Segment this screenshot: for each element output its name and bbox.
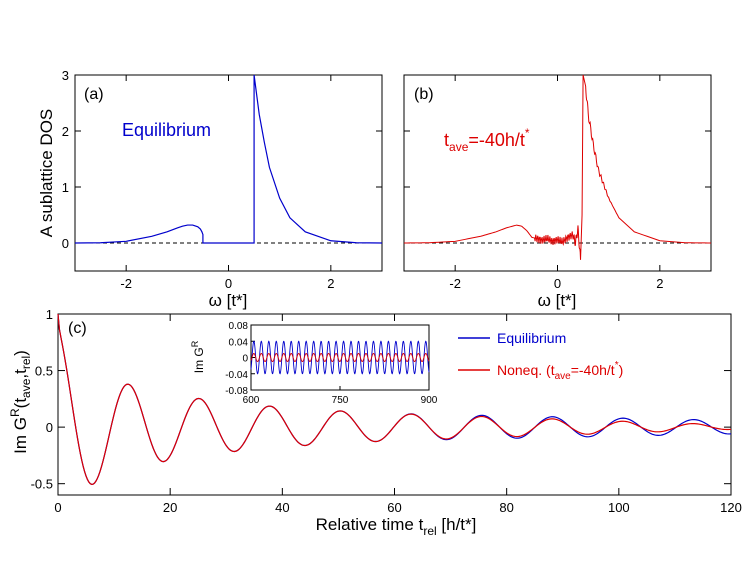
panel-c-ticks: 0 20 40 60 80 100 120-0.500.51	[31, 307, 742, 515]
panel-c-ylabel-sup: R	[8, 408, 22, 417]
legend-noneq-label: Noneq. (tave=-40h/t*)	[497, 360, 623, 382]
panel-b-xtick-label: 2	[656, 276, 663, 291]
panel-c-ylabel-main: Im G	[11, 417, 30, 454]
panel-b-ticks: -2 0 2	[404, 74, 711, 291]
legend-noneq-rest: =-40h/t	[571, 362, 615, 378]
panel-b-annotation-sub: ave	[449, 140, 469, 154]
panel-c-ytick-label: 0.5	[35, 364, 53, 379]
panel-a-ticks: -2 0 2 0 1 2 3	[62, 68, 382, 291]
inset-xtick-label: 900	[421, 395, 438, 406]
panel-b-xtick-label: -2	[449, 276, 461, 291]
panel-a: -2 0 2 0 1 2 3 (a) Equilibrium A sublattice DO…	[37, 68, 383, 310]
panel-c-xlabel-end: [h/t*]	[437, 515, 477, 534]
inset-equilibrium-curve	[250, 340, 430, 375]
panel-c-ylabel-sub2: rel	[19, 356, 33, 369]
panel-c-xtick-label: 60	[387, 500, 401, 515]
legend-equilibrium-label: Equilibrium	[497, 330, 566, 346]
inset-ytick-label: -0.04	[225, 370, 248, 381]
legend-noneq-end: )	[619, 362, 624, 378]
inset-frame	[250, 324, 430, 391]
panel-b-annotation-rest: =-40h/t	[468, 130, 525, 150]
inset-xtick-label: 600	[243, 395, 260, 406]
panel-c: 0 20 40 60 80 100 120-0.500.51 (c) Im GR(tave,…	[8, 307, 742, 538]
panel-c-ylabel-mid: ,t	[11, 369, 30, 379]
panel-c-ytick-label: 1	[46, 307, 53, 322]
panel-b: -2 0 2 (b) tave=-40h/t* ω [t*]	[403, 74, 712, 310]
panel-c-xlabel: Relative time trel [h/t*]	[316, 515, 477, 538]
inset-ylabel-sup: R	[190, 340, 200, 347]
panel-c-legend: Equilibrium Noneq. (tave=-40h/t*)	[458, 330, 623, 382]
panel-a-ytick-label: 3	[62, 68, 69, 83]
panel-a-ytick-label: 1	[62, 180, 69, 195]
panel-c-ylabel: Im GR(tave,trel)	[8, 350, 33, 454]
panel-a-xtick-label: 2	[327, 276, 334, 291]
panel-c-xtick-label: 20	[163, 500, 177, 515]
panel-b-annotation-main: t	[444, 130, 449, 150]
panel-c-xlabel-sub: rel	[423, 524, 436, 538]
legend-noneq-sup: *	[615, 360, 619, 371]
panel-c-ylabel-end: )	[11, 350, 30, 356]
panel-c-xtick-label: 80	[499, 500, 513, 515]
panel-a-xtick-label: -2	[120, 276, 132, 291]
panel-c-ylabel-sub1: ave	[19, 378, 33, 398]
panel-a-dos-curve	[74, 74, 383, 244]
panel-c-ytick-label: -0.5	[31, 477, 53, 492]
panel-a-ylabel: A sublattice DOS	[37, 109, 56, 238]
panel-c-xlabel-main: Relative time t	[316, 515, 424, 534]
panel-c-xtick-label: 0	[54, 500, 61, 515]
panel-c-label: (c)	[68, 320, 87, 337]
inset-ylabel-main: Im G	[192, 347, 206, 373]
panel-c-inset: 600 750 900 0.08 0.04 0 -0.04 -0.08 Im GR	[190, 321, 438, 406]
panel-c-ytick-label: 0	[46, 420, 53, 435]
inset-ytick-label: 0.08	[229, 321, 249, 332]
panel-a-xtick-label: 0	[225, 276, 232, 291]
inset-ylabel: Im GR	[190, 340, 206, 373]
inset-xtick-label: 750	[332, 395, 349, 406]
panel-c-noneq-curve	[57, 313, 732, 485]
panel-b-xlabel: ω [t*]	[538, 291, 577, 310]
inset-noneq-curve	[250, 352, 430, 363]
panel-c-xtick-label: 100	[608, 500, 630, 515]
legend-noneq-main: Noneq. (t	[497, 362, 555, 378]
panel-b-annotation: tave=-40h/t*	[444, 126, 530, 154]
inset-ticks: 600 750 900 0.08 0.04 0 -0.04 -0.08	[225, 321, 438, 406]
panel-a-ytick-label: 0	[62, 236, 69, 251]
panel-a-ytick-label: 2	[62, 124, 69, 139]
panel-c-xtick-label: 40	[275, 500, 289, 515]
legend-noneq-sub: ave	[555, 371, 572, 382]
panel-c-ylabel-args: (t	[11, 398, 30, 409]
panel-a-xlabel: ω [t*]	[209, 291, 248, 310]
panel-b-dos-curve	[403, 74, 712, 260]
panel-b-xtick-label: 0	[554, 276, 561, 291]
panel-c-xtick-label: 120	[720, 500, 742, 515]
panel-b-label: (b)	[414, 86, 434, 103]
inset-ytick-label: 0	[242, 354, 248, 365]
panel-b-annotation-sup: *	[525, 126, 530, 140]
inset-ytick-label: 0.04	[229, 337, 249, 348]
panel-a-annotation: Equilibrium	[122, 120, 211, 140]
panel-a-label: (a)	[84, 86, 104, 103]
inset-ytick-label: -0.08	[225, 386, 248, 397]
